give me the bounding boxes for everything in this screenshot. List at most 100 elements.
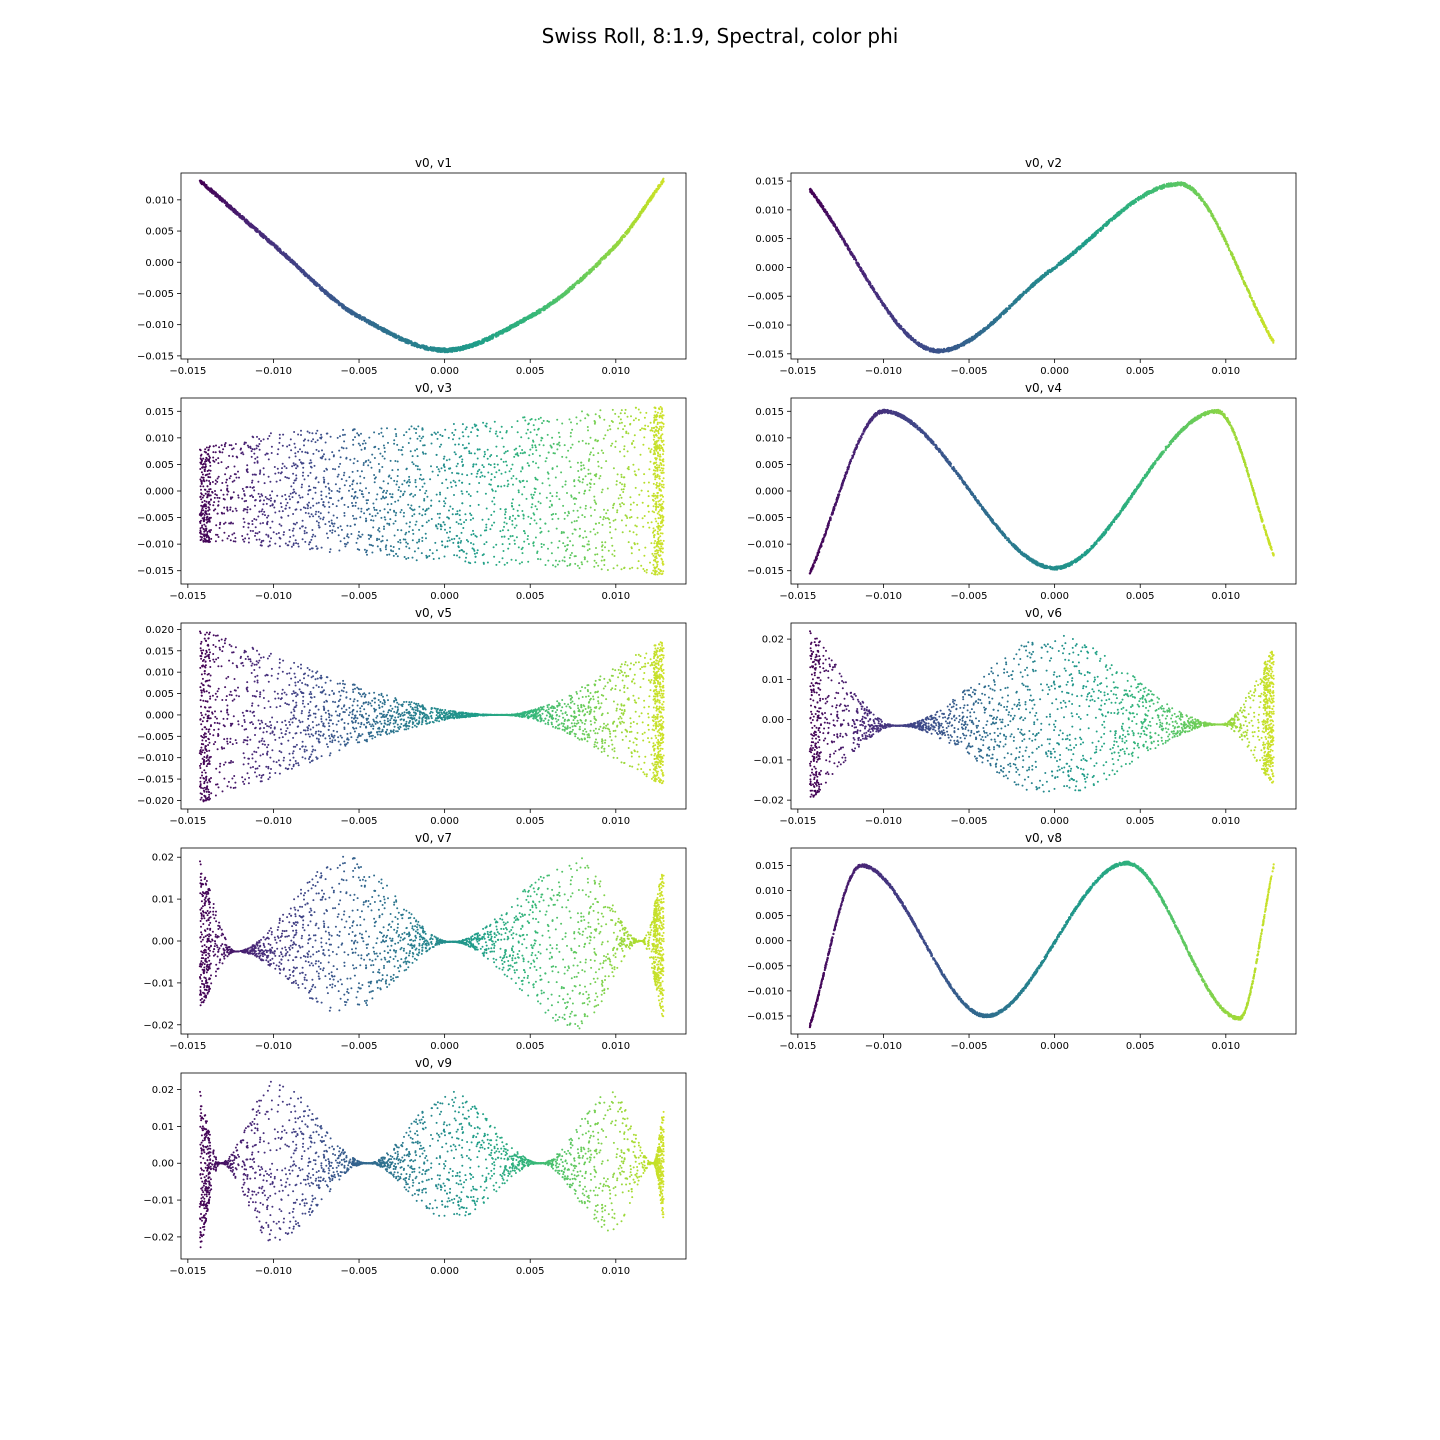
data-point (1265, 327, 1267, 329)
data-point (288, 257, 290, 259)
data-point (387, 330, 389, 332)
data-point (233, 208, 235, 210)
data-point (477, 341, 479, 343)
data-point (199, 180, 201, 182)
data-point (565, 293, 567, 295)
data-point (614, 245, 616, 247)
data-point (624, 235, 626, 237)
data-point (868, 280, 870, 282)
data-point (320, 289, 322, 291)
data-point (237, 212, 239, 214)
data-point (539, 311, 541, 313)
data-point (628, 228, 630, 230)
x-tick-label: 0.010 (601, 366, 630, 377)
data-point (327, 294, 329, 296)
data-point (226, 205, 228, 207)
data-point (312, 279, 314, 281)
data-point (502, 331, 504, 333)
data-point (524, 317, 526, 319)
data-point (1249, 293, 1251, 295)
data-point (506, 330, 508, 332)
data-point (457, 347, 459, 349)
data-point (445, 348, 447, 350)
data-point (1243, 280, 1245, 282)
data-point (1030, 284, 1032, 286)
data-point (448, 348, 450, 350)
data-point (229, 205, 231, 207)
data-point (1221, 232, 1223, 234)
data-point (438, 348, 440, 350)
data-point (533, 315, 535, 317)
data-point (408, 340, 410, 342)
x-tick-label: 0.000 (430, 366, 459, 377)
data-point (1227, 244, 1229, 246)
data-point (1176, 184, 1178, 186)
data-point (869, 284, 871, 286)
data-point (1107, 222, 1109, 224)
data-point (847, 246, 849, 248)
data-point (1165, 185, 1167, 187)
data-point (595, 266, 597, 268)
data-point (371, 323, 373, 325)
data-point (205, 184, 207, 186)
data-point (473, 342, 475, 344)
data-point (840, 235, 842, 237)
data-point (353, 313, 355, 315)
data-point (636, 218, 638, 220)
data-point (1130, 203, 1132, 205)
data-point (640, 211, 642, 213)
data-point (447, 351, 449, 353)
data-point (272, 242, 274, 244)
data-point (348, 310, 350, 312)
data-point (646, 201, 648, 203)
data-point (357, 314, 359, 316)
data-point (393, 333, 395, 335)
data-point (1170, 182, 1172, 184)
data-point (335, 299, 337, 301)
data-point (304, 275, 306, 277)
data-point (638, 216, 640, 218)
data-point (391, 333, 393, 335)
data-point (947, 350, 949, 352)
y-tick-label: −0.005 (137, 289, 174, 300)
data-point (824, 209, 826, 211)
data-point (495, 336, 497, 338)
data-point (834, 224, 836, 226)
data-point (417, 345, 419, 347)
data-point (608, 252, 610, 254)
data-point (363, 317, 365, 319)
data-point (474, 345, 476, 347)
data-point (1040, 279, 1042, 281)
data-point (231, 207, 233, 209)
data-point (633, 221, 635, 223)
data-point (904, 330, 906, 332)
data-point (921, 343, 923, 345)
data-point (383, 327, 385, 329)
data-point (399, 338, 401, 340)
subplot-2: v0, v2−0.015 −0.010 −0.005 0.000 0.005 0.010−… (747, 156, 1296, 377)
data-point (224, 200, 226, 202)
data-point (432, 346, 434, 348)
data-point (559, 295, 561, 297)
data-point (654, 191, 656, 193)
data-point (256, 229, 258, 231)
data-point (374, 325, 376, 327)
data-point (646, 203, 648, 205)
data-point (580, 280, 582, 282)
data-point (419, 345, 421, 347)
data-point (1239, 272, 1241, 274)
data-point (1008, 306, 1010, 308)
data-point (1230, 251, 1232, 253)
data-point (620, 237, 622, 239)
data-point (980, 330, 982, 332)
data-point (216, 194, 218, 196)
data-point (367, 319, 369, 321)
data-point (621, 235, 623, 237)
data-point (953, 348, 955, 350)
data-point (573, 286, 575, 288)
data-point (415, 342, 417, 344)
data-point (543, 306, 545, 308)
data-point (598, 260, 600, 262)
data-point (483, 338, 485, 340)
